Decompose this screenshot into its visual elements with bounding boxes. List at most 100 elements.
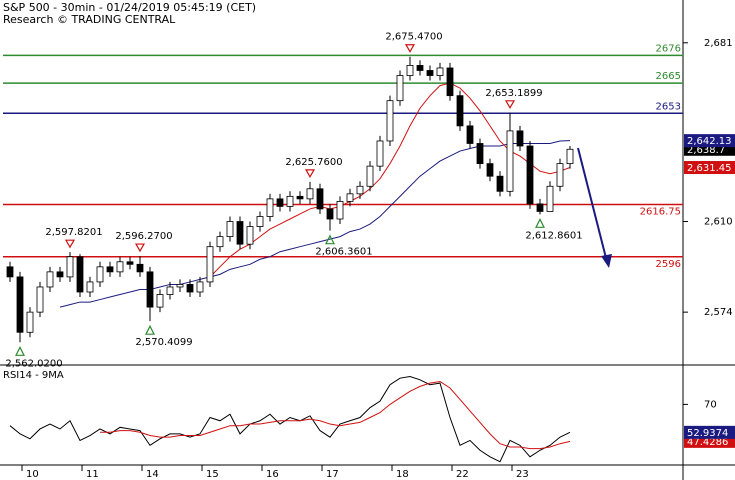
series-line bbox=[59, 140, 571, 308]
level-label: 2596 bbox=[656, 259, 681, 270]
last-value-label: 2,642.13 bbox=[687, 136, 732, 147]
candle-body bbox=[26, 311, 34, 333]
last-value-label: 2,631.45 bbox=[687, 163, 732, 174]
high-marker bbox=[134, 243, 146, 253]
candle-body bbox=[306, 188, 314, 200]
x-tick-label: 15 bbox=[206, 469, 219, 480]
annotation-label: 2,612.8601 bbox=[525, 230, 582, 241]
candle-body bbox=[326, 208, 334, 220]
candle-body bbox=[36, 286, 44, 313]
last-value-label: 52.9374 bbox=[687, 428, 728, 439]
high-marker bbox=[404, 44, 416, 53]
candle-body bbox=[346, 193, 354, 202]
high-marker bbox=[504, 100, 516, 110]
candle-body bbox=[456, 95, 464, 127]
candle-body bbox=[486, 163, 494, 177]
candle-body bbox=[356, 185, 364, 195]
low-marker bbox=[535, 217, 545, 228]
candle-body bbox=[126, 261, 134, 265]
y-tick-label: 2,681 bbox=[704, 38, 733, 49]
candle-body bbox=[536, 203, 544, 212]
plot-layer: 2,681 2,610 2,574 70 10 11 14 15 16 17 18 22 23 2676 2… bbox=[3, 32, 735, 480]
last-value-box bbox=[684, 161, 735, 175]
annotation-label: 2,653.1899 bbox=[485, 88, 542, 99]
candle-body bbox=[196, 281, 204, 293]
level-label: 2653 bbox=[656, 101, 681, 112]
y-tick-label: 70 bbox=[704, 399, 717, 410]
candle-body bbox=[66, 256, 74, 278]
last-value-box bbox=[684, 134, 735, 148]
candle-body bbox=[46, 271, 54, 288]
candle-body bbox=[336, 200, 344, 220]
level-label: 2676 bbox=[656, 43, 681, 54]
candle-body bbox=[446, 67, 454, 97]
high-marker bbox=[64, 239, 76, 249]
indicator-title: RSI14 - 9MA bbox=[3, 370, 64, 381]
forecast-arrow bbox=[577, 147, 607, 259]
x-tick-label: 18 bbox=[396, 469, 409, 480]
candle-body bbox=[376, 140, 384, 167]
annotation-label: 2,597.8201 bbox=[45, 227, 102, 238]
y-tick-label: 2,610 bbox=[704, 217, 733, 228]
candle-body bbox=[226, 221, 234, 238]
candle-body bbox=[246, 226, 254, 245]
candle-body bbox=[496, 175, 504, 192]
series-line bbox=[100, 380, 571, 450]
candle-body bbox=[366, 165, 374, 187]
y-tick-label: 2,574 bbox=[704, 307, 733, 318]
x-tick-label: 17 bbox=[326, 469, 339, 480]
candle-body bbox=[416, 65, 424, 71]
candle-body bbox=[256, 216, 264, 227]
last-value-label: 47.4286 bbox=[687, 437, 728, 448]
last-value-box bbox=[684, 425, 735, 439]
high-marker bbox=[304, 169, 316, 179]
annotation-label: 2,606.3601 bbox=[315, 247, 372, 258]
candle-body bbox=[476, 143, 484, 165]
x-tick-label: 10 bbox=[26, 469, 39, 480]
forecast-arrow-head bbox=[601, 254, 612, 268]
annotation-label: 2,596.2700 bbox=[115, 231, 172, 242]
candle-body bbox=[426, 70, 434, 76]
candle-body bbox=[76, 256, 84, 293]
candle-body bbox=[286, 195, 294, 207]
candle-body bbox=[86, 281, 94, 293]
candle-body bbox=[166, 286, 174, 295]
x-tick-label: 14 bbox=[146, 469, 159, 480]
candle-body bbox=[156, 294, 164, 308]
candle-body bbox=[266, 198, 274, 217]
candle-body bbox=[216, 236, 224, 248]
candle-body bbox=[186, 284, 194, 293]
candle-body bbox=[516, 130, 524, 147]
candle-body bbox=[466, 125, 474, 144]
candle-body bbox=[556, 163, 564, 187]
annotation-label: 2,570.4099 bbox=[135, 337, 192, 348]
x-tick-label: 23 bbox=[516, 469, 529, 480]
candle-body bbox=[566, 148, 574, 165]
annotation-label: 2,562.0200 bbox=[5, 358, 62, 369]
candle-body bbox=[276, 198, 284, 207]
candle-body bbox=[96, 266, 104, 283]
candle-body bbox=[106, 266, 114, 273]
x-tick-label: 16 bbox=[266, 469, 279, 480]
last-value-label: 2,638.7 bbox=[687, 145, 725, 156]
candle-body bbox=[296, 195, 304, 200]
low-marker bbox=[15, 345, 25, 356]
annotation-label: 2,625.7600 bbox=[285, 157, 342, 168]
series-line bbox=[9, 376, 571, 463]
candle-body bbox=[146, 271, 154, 308]
level-label: 2665 bbox=[656, 71, 681, 82]
candle-body bbox=[546, 185, 554, 212]
low-marker bbox=[145, 324, 155, 335]
candle-body bbox=[16, 276, 24, 333]
candle-body bbox=[396, 75, 404, 102]
x-tick-label: 22 bbox=[456, 469, 469, 480]
candle-body bbox=[176, 284, 184, 288]
candle-body bbox=[56, 271, 64, 278]
candle-body bbox=[116, 261, 124, 273]
candle-body bbox=[236, 221, 244, 245]
annotation-label: 2,675.4700 bbox=[385, 32, 442, 43]
x-tick-label: 11 bbox=[86, 469, 99, 480]
candle-body bbox=[506, 130, 514, 192]
